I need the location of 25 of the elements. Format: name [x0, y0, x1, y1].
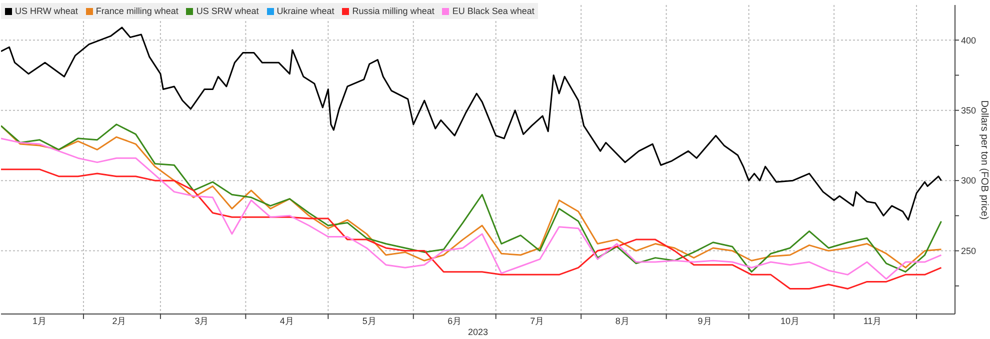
line-series [1, 168, 942, 290]
y-tick-label: 350 [961, 105, 976, 116]
line-series [1, 26, 942, 221]
x-tick-label: 6月 [448, 316, 462, 326]
x-tick-label: 4月 [280, 316, 294, 326]
legend-label: Ukraine wheat [276, 6, 334, 16]
y-tick-label: 250 [961, 246, 976, 256]
x-axis-title: 2023 [468, 327, 488, 337]
x-tick-label: 10月 [780, 316, 800, 326]
x-tick-label: 7月 [530, 316, 544, 326]
y-tick-label: 300 [961, 176, 976, 186]
legend-label: EU Black Sea wheat [451, 6, 534, 16]
legend-label: France milling wheat [94, 6, 178, 16]
legend-label: US SRW wheat [195, 6, 259, 16]
x-tick-label: 9月 [698, 316, 712, 326]
x-tick-label: 1月 [32, 316, 46, 326]
y-tick-label: 400 [961, 35, 976, 46]
x-tick-label: 11月 [863, 316, 882, 326]
legend-label: Russia milling wheat [351, 6, 434, 16]
x-tick-label: 5月 [362, 316, 376, 326]
legend-label: US HRW wheat [14, 6, 78, 16]
x-tick-label: 2月 [112, 316, 126, 326]
x-tick-label: 3月 [194, 316, 209, 326]
x-tick-label: 8月 [615, 316, 630, 326]
y-axis-title: Dollars per ton (FOB price) [978, 100, 990, 220]
